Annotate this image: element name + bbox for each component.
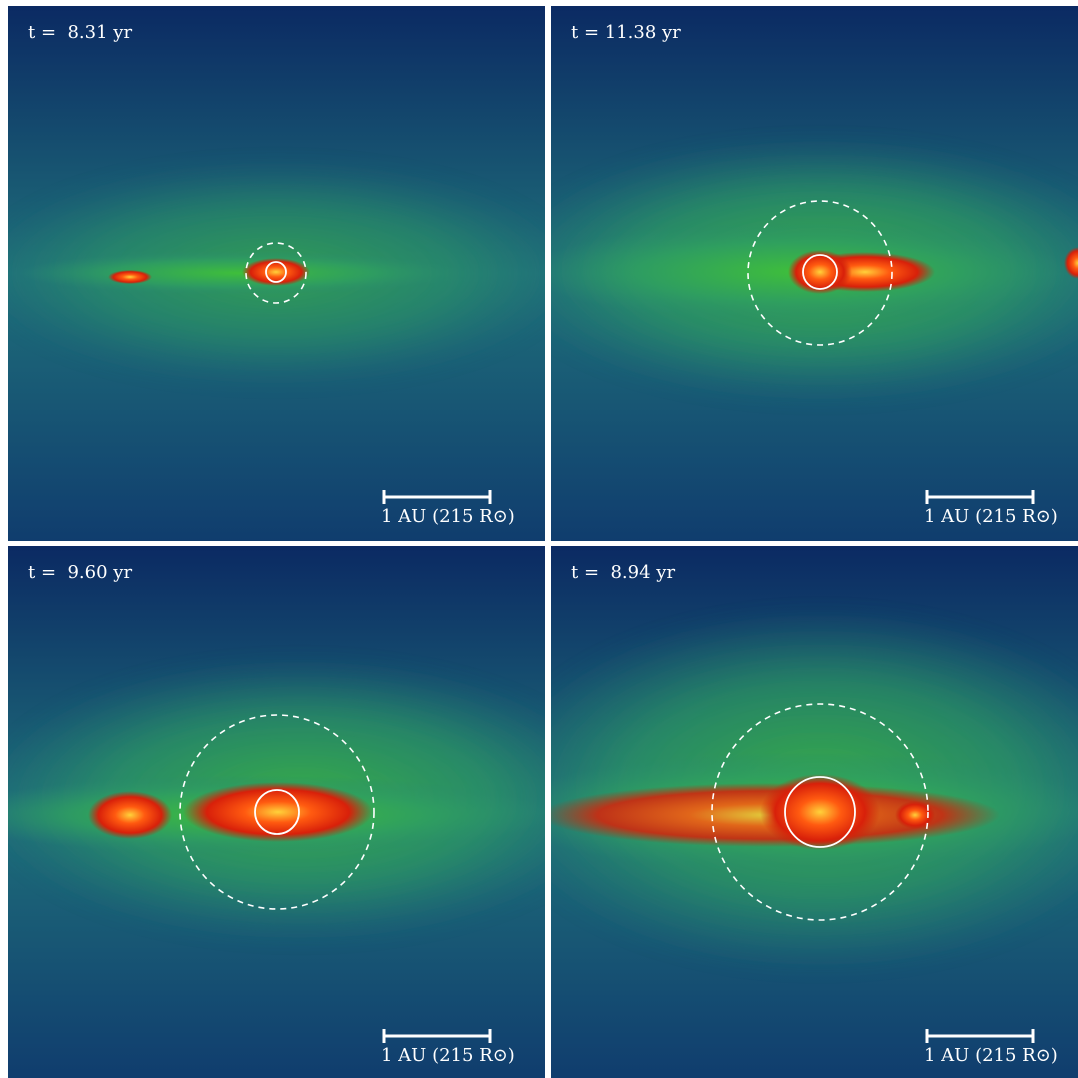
panel: t = 11.38 yr 1 AU (215 R⊙) [551, 6, 1078, 541]
time-label: t = 11.38 yr [571, 22, 681, 43]
panel: t = 8.94 yr 1 AU (215 R⊙) [551, 546, 1078, 1078]
panel: t = 8.31 yr 1 AU (215 R⊙) [8, 6, 545, 541]
scale-label: 1 AU (215 R⊙) [924, 1045, 1058, 1066]
time-label: t = 8.94 yr [571, 562, 675, 583]
scale-label: 1 AU (215 R⊙) [381, 1045, 515, 1066]
panel: t = 9.60 yr 1 AU (215 R⊙) [8, 546, 545, 1078]
scale-label: 1 AU (215 R⊙) [381, 506, 515, 527]
scale-label: 1 AU (215 R⊙) [924, 506, 1058, 527]
time-label: t = 8.31 yr [28, 22, 132, 43]
time-label: t = 9.60 yr [28, 562, 132, 583]
